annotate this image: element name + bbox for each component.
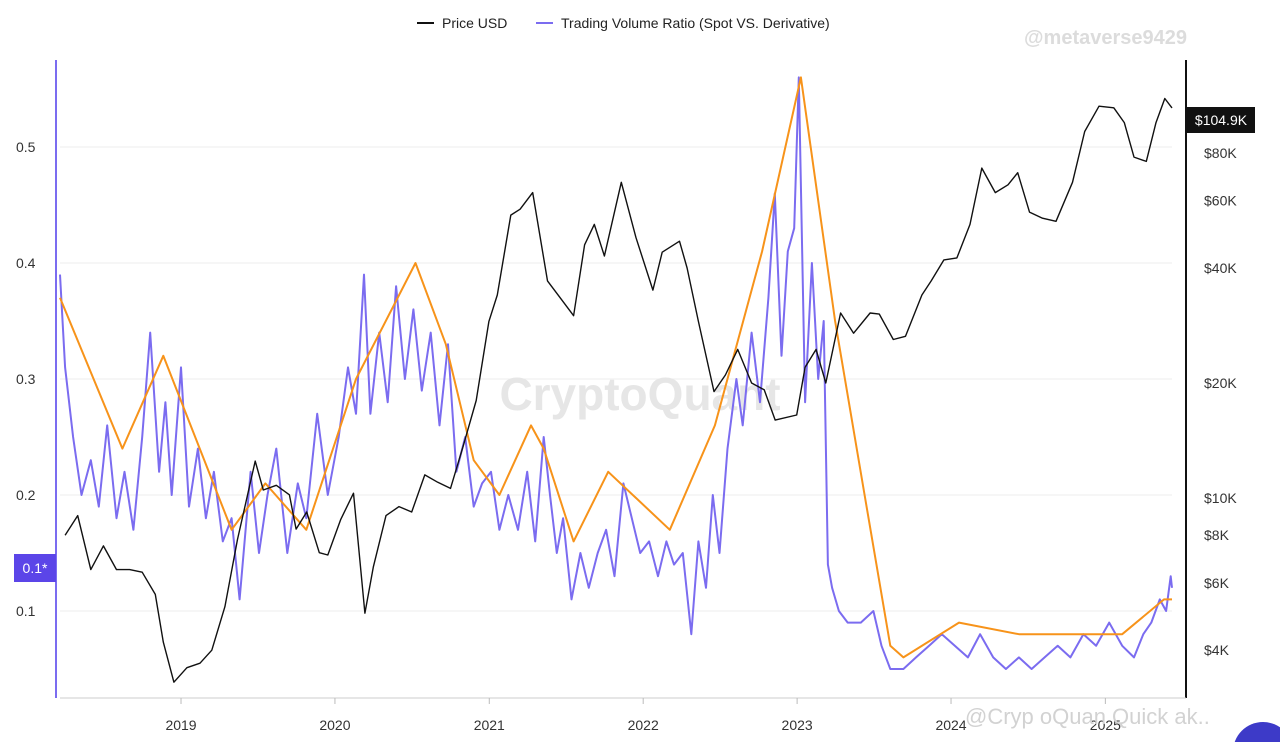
left-tick-label: 0.3 bbox=[16, 371, 36, 387]
chat-bubble-icon[interactable] bbox=[1233, 722, 1280, 747]
x-tick-label: 2024 bbox=[935, 717, 966, 733]
right-tick-label: $20K bbox=[1204, 375, 1237, 391]
chat-bubble[interactable] bbox=[1233, 722, 1280, 747]
right-tick-label: $8K bbox=[1204, 527, 1230, 543]
left-tick-label: 0.1 bbox=[16, 603, 36, 619]
series-price-line bbox=[64, 97, 1173, 683]
price-tag-label: $104.9K bbox=[1195, 112, 1248, 128]
series-layer bbox=[59, 76, 1173, 683]
x-axis: 2019 2020 2021 2022 2023 2024 2025 bbox=[60, 697, 1186, 733]
left-marker: 0.1* bbox=[14, 554, 56, 582]
left-marker-box bbox=[14, 554, 56, 582]
legend-price-label[interactable]: Price USD bbox=[442, 15, 507, 31]
left-marker-label: 0.1* bbox=[23, 560, 48, 576]
right-axis: $4K $6K $8K $10K $20K $40K $60K $80K bbox=[1185, 60, 1237, 698]
x-tick-label: 2025 bbox=[1090, 717, 1121, 733]
x-tick-label: 2020 bbox=[319, 717, 350, 733]
price-tag-box bbox=[1187, 107, 1255, 133]
right-tick-label: $40K bbox=[1204, 260, 1237, 276]
x-tick-label: 2023 bbox=[782, 717, 813, 733]
left-tick-label: 0.2 bbox=[16, 487, 36, 503]
right-tick-label: $80K bbox=[1204, 145, 1237, 161]
x-tick-label: 2022 bbox=[628, 717, 659, 733]
left-axis: 0.1 0.2 0.3 0.4 0.5 bbox=[16, 60, 57, 698]
watermark-bottom: @Cryp oQuan Quick ak.. bbox=[965, 704, 1210, 729]
price-tag: $104.9K bbox=[1187, 107, 1255, 133]
left-tick-label: 0.5 bbox=[16, 139, 36, 155]
right-tick-label: $60K bbox=[1204, 193, 1237, 209]
legend-ratio-label[interactable]: Trading Volume Ratio (Spot VS. Derivativ… bbox=[561, 15, 830, 31]
grid bbox=[60, 146, 1172, 612]
x-tick-label: 2019 bbox=[165, 717, 196, 733]
right-tick-label: $6K bbox=[1204, 575, 1230, 591]
left-tick-label: 0.4 bbox=[16, 255, 36, 271]
x-tick-label: 2021 bbox=[474, 717, 505, 733]
right-tick-label: $10K bbox=[1204, 490, 1237, 506]
watermark-top: @metaverse9429 bbox=[1024, 27, 1187, 49]
right-tick-label: $4K bbox=[1204, 642, 1230, 658]
legend: Price USD Trading Volume Ratio (Spot VS.… bbox=[417, 15, 830, 31]
